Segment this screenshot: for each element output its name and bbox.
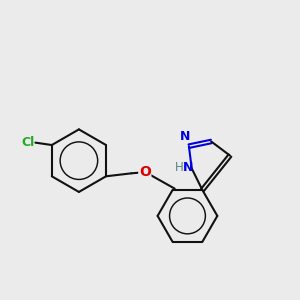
Text: O: O bbox=[139, 165, 151, 179]
Text: H: H bbox=[175, 161, 184, 174]
Text: N: N bbox=[183, 161, 194, 174]
Text: N: N bbox=[179, 130, 190, 143]
Text: Cl: Cl bbox=[21, 136, 34, 148]
